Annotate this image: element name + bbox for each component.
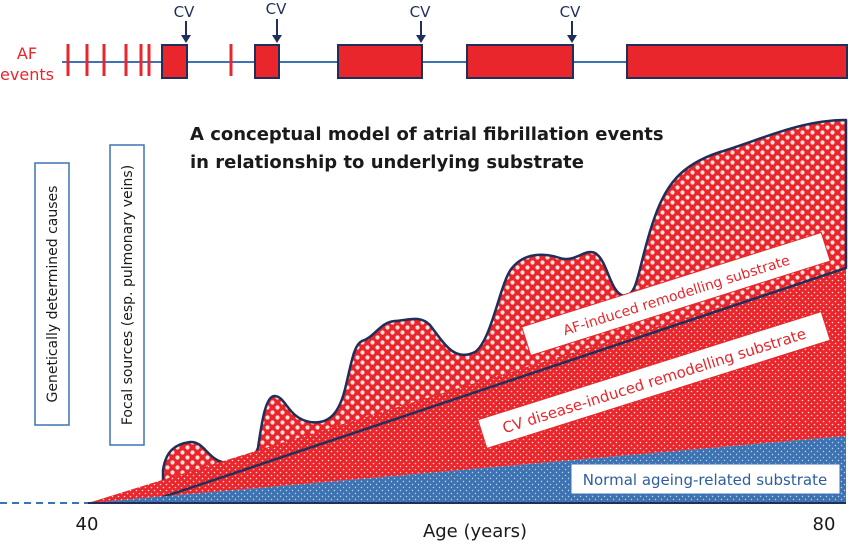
af-induced-substrate-region — [161, 118, 848, 499]
axis-end-label: 80 — [813, 514, 836, 535]
af-sustained-episodes — [161, 44, 848, 79]
focal-sources-box — [109, 144, 145, 446]
cv-disease-substrate-region — [88, 268, 846, 503]
cv-label: CV — [174, 3, 195, 21]
cv-marker-3: CV — [410, 3, 431, 43]
cv-label: CV — [266, 0, 287, 18]
diagram-title-line2: in relationship to underlying substrate — [190, 152, 584, 173]
cv-marker-2: CV — [266, 0, 287, 43]
diagram-title-line1: A conceptual model of atrial fibrillatio… — [190, 124, 664, 145]
cv-marker-1: CV — [174, 3, 195, 43]
genetic-causes-box — [34, 162, 70, 426]
cv-label: CV — [560, 3, 581, 21]
cv-disease-upper-boundary — [162, 266, 847, 499]
axis-title: Age (years) — [423, 521, 527, 542]
af-events-label-line2: events — [0, 65, 54, 84]
normal-ageing-label-box — [570, 463, 841, 495]
axis-start-label: 40 — [76, 514, 99, 535]
af-short-events — [66, 44, 233, 76]
af-events-label-line1: AF — [17, 44, 37, 63]
focal-sources-label: Focal sources (esp. pulmonary veins) — [120, 165, 136, 425]
normal-ageing-label: Normal ageing-related substrate — [583, 471, 827, 489]
cv-marker-4: CV — [560, 3, 581, 43]
genetic-causes-label: Genetically determined causes — [45, 186, 61, 403]
cv-label: CV — [410, 3, 431, 21]
